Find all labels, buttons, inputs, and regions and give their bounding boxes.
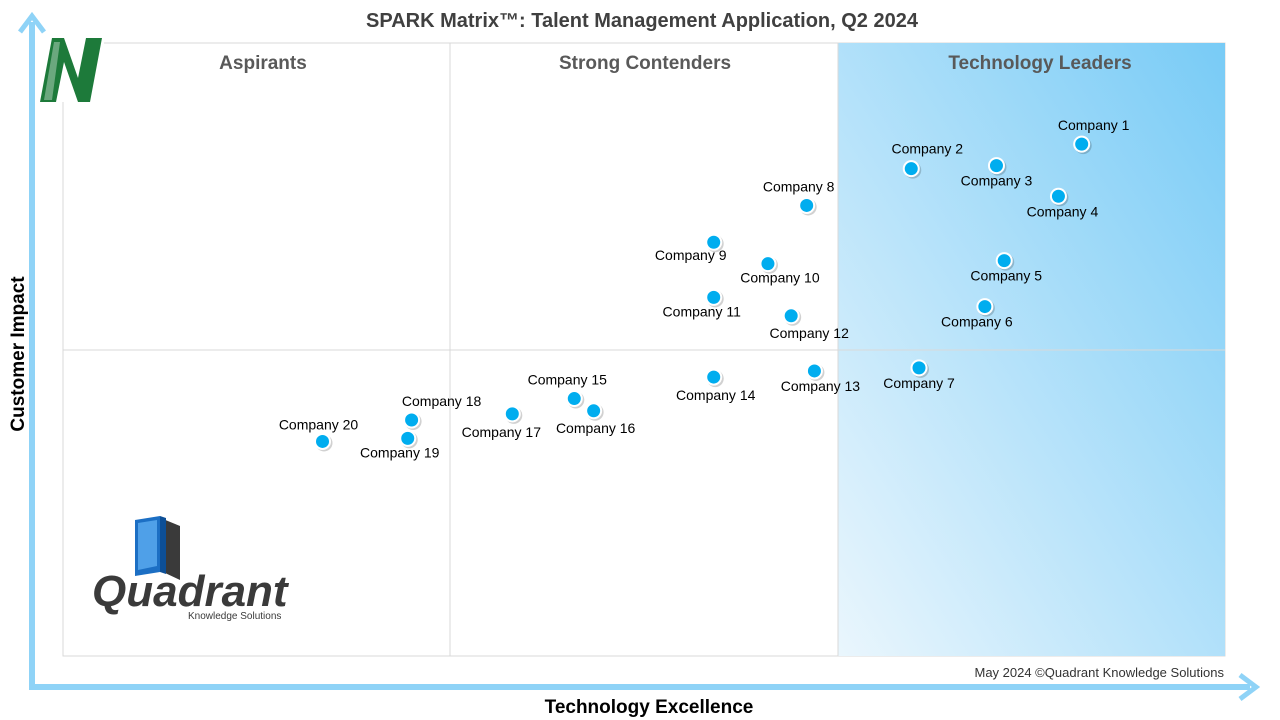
point-label: Company 8 (763, 178, 835, 194)
point-label: Company 14 (676, 387, 756, 403)
point-marker (585, 402, 603, 420)
point-label: Company 5 (970, 268, 1042, 284)
point-marker (403, 411, 421, 429)
data-points: Company 1 Company 2 Company 3 Company 4 Comp… (279, 117, 1130, 460)
point-marker (759, 255, 777, 273)
point-marker (314, 432, 332, 450)
point-label: Company 9 (655, 247, 727, 263)
x-axis-label: Technology Excellence (545, 697, 754, 718)
point-marker (976, 298, 994, 316)
data-point-5: Company 5 (970, 252, 1042, 284)
data-point-2: Company 2 (891, 141, 963, 179)
point-label: Company 12 (769, 325, 849, 341)
point-marker (782, 307, 800, 325)
data-point-15: Company 15 (528, 372, 608, 409)
data-point-17: Company 17 (462, 405, 542, 440)
point-marker (1073, 135, 1091, 153)
data-point-20: Company 20 (279, 416, 359, 452)
point-marker (503, 405, 521, 423)
point-label: Company 11 (663, 303, 742, 319)
data-point-7: Company 7 (883, 359, 955, 391)
x-axis-arrow (29, 673, 1261, 701)
point-marker (995, 252, 1013, 270)
data-point-9: Company 9 (655, 233, 727, 263)
point-label: Company 3 (961, 173, 1033, 189)
data-point-8: Company 8 (763, 178, 835, 216)
logo-subtitle: Knowledge Solutions (188, 611, 281, 622)
quadrant-label-aspirants: Aspirants (219, 53, 307, 74)
point-label: Company 13 (781, 378, 861, 394)
point-label: Company 15 (528, 372, 608, 388)
point-marker (987, 157, 1005, 175)
y-axis-label: Customer Impact (8, 276, 29, 432)
point-marker (565, 390, 583, 408)
point-label: Company 19 (360, 444, 440, 460)
data-point-4: Company 4 (1027, 187, 1099, 219)
quadrant-logo: Quadrant Knowledge Solutions (92, 516, 290, 622)
point-marker (902, 160, 920, 178)
book-icon (135, 516, 180, 580)
point-label: Company 7 (883, 375, 955, 391)
point-label: Company 16 (556, 420, 636, 436)
quadrant-label-technology-leaders: Technology Leaders (948, 53, 1131, 74)
point-label: Company 6 (941, 314, 1013, 330)
point-label: Company 4 (1027, 203, 1099, 219)
data-point-10: Company 10 (740, 255, 820, 286)
data-point-1: Company 1 (1058, 117, 1130, 155)
point-label: Company 10 (740, 270, 820, 286)
point-marker (798, 196, 816, 214)
point-marker (705, 368, 723, 386)
data-point-19: Company 19 (360, 429, 440, 460)
logo-wordmark: Quadrant (92, 567, 290, 616)
footer-credit: May 2024 ©Quadrant Knowledge Solutions (974, 665, 1224, 680)
point-marker (1049, 187, 1067, 205)
data-point-6: Company 6 (941, 298, 1013, 330)
data-point-3: Company 3 (961, 157, 1033, 189)
point-marker (805, 362, 823, 380)
data-point-11: Company 11 (663, 288, 742, 319)
point-label: Company 17 (462, 424, 542, 440)
data-point-12: Company 12 (769, 307, 849, 341)
data-point-14: Company 14 (676, 368, 756, 403)
data-point-16: Company 16 (556, 402, 636, 436)
point-label: Company 18 (402, 393, 482, 409)
y-axis-arrow (18, 11, 46, 688)
point-marker (705, 288, 723, 306)
data-point-18: Company 18 (402, 393, 482, 430)
point-label: Company 2 (891, 141, 963, 157)
point-marker (910, 359, 928, 377)
data-point-13: Company 13 (781, 362, 861, 394)
point-marker (705, 233, 723, 251)
chart-title: SPARK Matrix™: Talent Management Applica… (366, 10, 919, 32)
point-marker (399, 429, 417, 447)
point-label: Company 1 (1058, 117, 1130, 133)
n-badge-icon (36, 36, 104, 102)
quadrant-label-strong-contenders: Strong Contenders (559, 53, 731, 74)
point-label: Company 20 (279, 416, 359, 432)
